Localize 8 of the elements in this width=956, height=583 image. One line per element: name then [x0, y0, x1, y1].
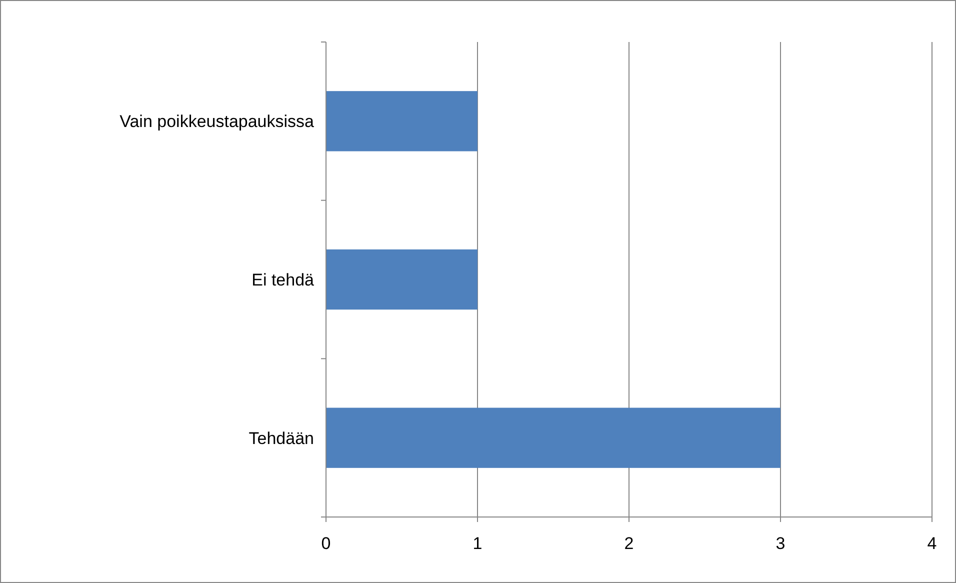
- x-tick-label: 0: [321, 534, 331, 553]
- x-tick-label: 3: [776, 534, 786, 553]
- y-tick-label: Ei tehdä: [252, 270, 315, 290]
- x-tick-label: 2: [624, 534, 634, 553]
- x-tick-label: 4: [927, 534, 937, 553]
- y-tick-label: Vain poikkeustapauksissa: [120, 112, 315, 132]
- x-tick-label: 1: [472, 534, 482, 553]
- y-tick-label: Tehdään: [248, 428, 314, 448]
